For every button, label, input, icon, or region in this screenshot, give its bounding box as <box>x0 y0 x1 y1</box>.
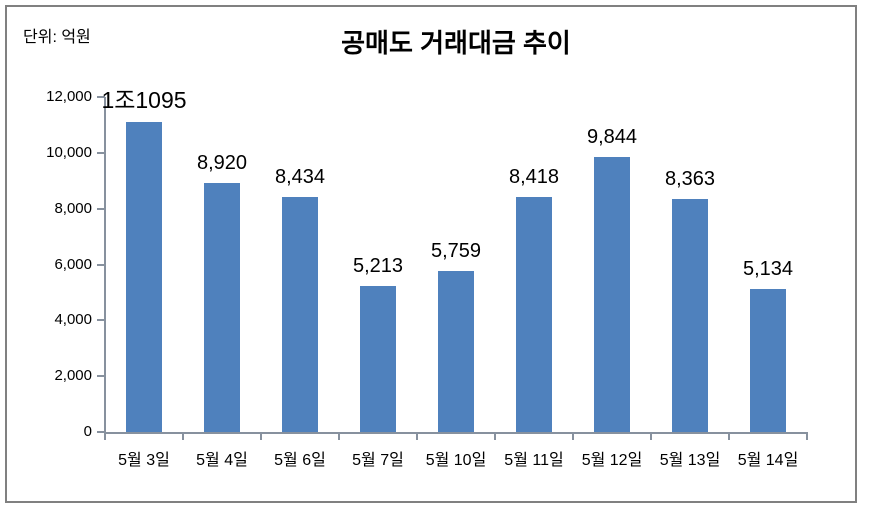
x-tick <box>806 434 808 440</box>
x-tick <box>260 434 262 440</box>
bar-value-label: 8,418 <box>508 166 560 188</box>
bar <box>672 199 708 432</box>
x-axis-label: 5월 12일 <box>581 452 643 469</box>
bar-value-label: 5,759 <box>430 240 482 262</box>
y-axis-label: 8,000 <box>54 199 92 217</box>
y-tick <box>97 375 105 378</box>
bar-value-label: 8,920 <box>196 152 248 174</box>
bar <box>282 197 318 432</box>
x-axis-line <box>104 432 808 434</box>
y-axis-line <box>104 97 106 434</box>
bar-value-label: 8,363 <box>664 168 716 190</box>
unit-label: 단위: 억원 <box>23 29 91 46</box>
x-tick <box>650 434 652 440</box>
x-axis-label: 5월 7일 <box>352 452 404 469</box>
bar-value-label: 5,134 <box>742 258 794 280</box>
x-axis-label: 5월 11일 <box>504 452 564 469</box>
y-axis-label: 6,000 <box>54 255 92 273</box>
y-tick <box>97 96 105 98</box>
y-axis-label: 4,000 <box>54 311 92 329</box>
x-tick <box>104 434 106 440</box>
x-tick <box>338 434 340 440</box>
y-axis-label: 2,000 <box>54 367 92 385</box>
bar-value-label: 5,213 <box>352 255 404 277</box>
x-axis-label: 5월 6일 <box>274 452 326 469</box>
x-axis-label: 5월 10일 <box>425 452 487 469</box>
x-tick <box>182 434 184 440</box>
x-axis-label: 5월 14일 <box>737 452 799 469</box>
x-tick <box>494 434 496 440</box>
y-tick <box>97 319 105 322</box>
bar <box>126 122 162 432</box>
x-axis-label: 5월 13일 <box>659 452 721 469</box>
bar-value-label: 1조1095 <box>101 87 187 113</box>
x-tick <box>416 434 418 440</box>
bar <box>516 197 552 432</box>
bar-value-label: 8,434 <box>274 166 326 188</box>
y-axis-label: 10,000 <box>46 143 92 161</box>
bar <box>204 183 240 432</box>
y-axis-label: 0 <box>83 423 92 440</box>
y-tick <box>97 151 105 154</box>
y-axis-label: 12,000 <box>46 88 92 105</box>
bar <box>594 157 630 432</box>
x-tick <box>572 434 574 440</box>
y-tick <box>97 431 105 433</box>
bar <box>750 289 786 432</box>
x-tick <box>728 434 730 440</box>
bar <box>438 271 474 432</box>
y-tick <box>97 263 105 266</box>
x-axis-label: 5월 4일 <box>196 452 248 469</box>
chart-title: 공매도 거래대금 추이 <box>341 28 571 58</box>
bar <box>360 286 396 432</box>
x-axis-label: 5월 3일 <box>118 452 170 469</box>
bar-value-label: 9,844 <box>586 126 638 148</box>
y-tick <box>97 207 105 210</box>
